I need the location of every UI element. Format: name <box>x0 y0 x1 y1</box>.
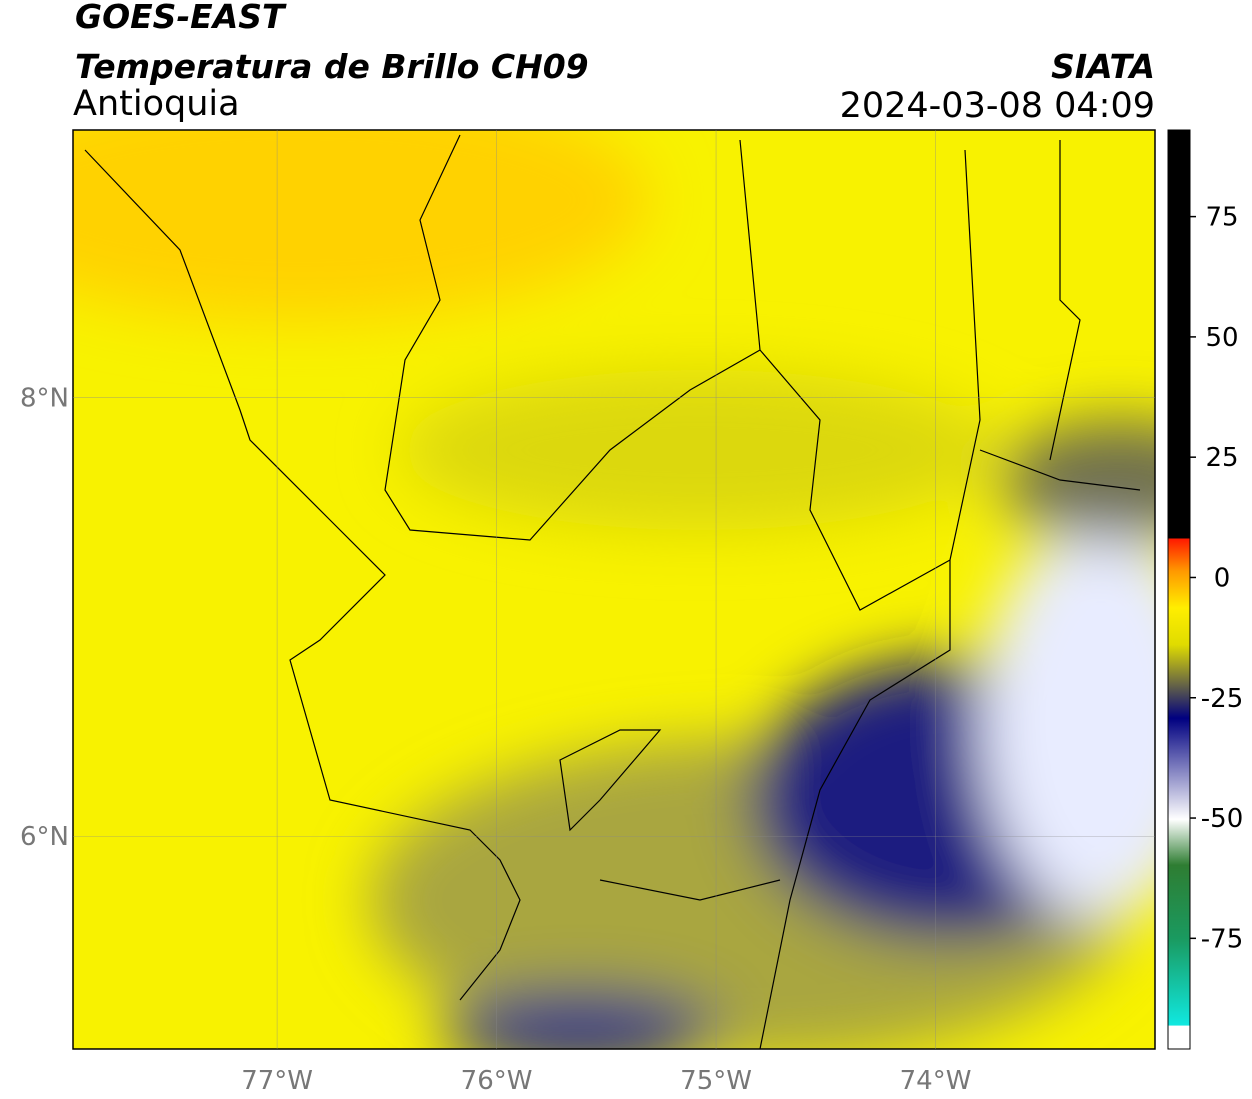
colorbar-tick-label: 25 <box>1205 443 1238 473</box>
x-tick-label: 76°W <box>461 1066 533 1096</box>
org: SIATA <box>1051 47 1155 86</box>
x-tick-label: 75°W <box>680 1066 752 1096</box>
y-tick-label: 8°N <box>20 384 69 414</box>
colorbar-tick-label: -25 <box>1201 684 1243 714</box>
colorbar-tick-label: 0 <box>1214 563 1231 593</box>
x-tick-label: 77°W <box>241 1066 313 1096</box>
colorbar-tick-label: -75 <box>1201 924 1243 954</box>
colorbar-tick-label: 75 <box>1205 203 1238 233</box>
colorbar <box>1167 129 1191 1050</box>
colorbar-tick-label: -50 <box>1201 804 1243 834</box>
satellite-image <box>73 130 1155 1049</box>
datetime: 2024-03-08 04:09 <box>840 86 1155 126</box>
x-tick-label: 74°W <box>900 1066 972 1096</box>
admin-borders <box>84 134 1141 1049</box>
y-tick-label: 6°N <box>20 822 69 852</box>
source: GOES-EAST <box>75 0 287 36</box>
region: Antioquia <box>73 84 240 124</box>
colorbar-tick-label: 50 <box>1205 323 1238 353</box>
map-frame <box>72 129 1156 1050</box>
title: Temperatura de Brillo CH09 <box>75 47 589 86</box>
